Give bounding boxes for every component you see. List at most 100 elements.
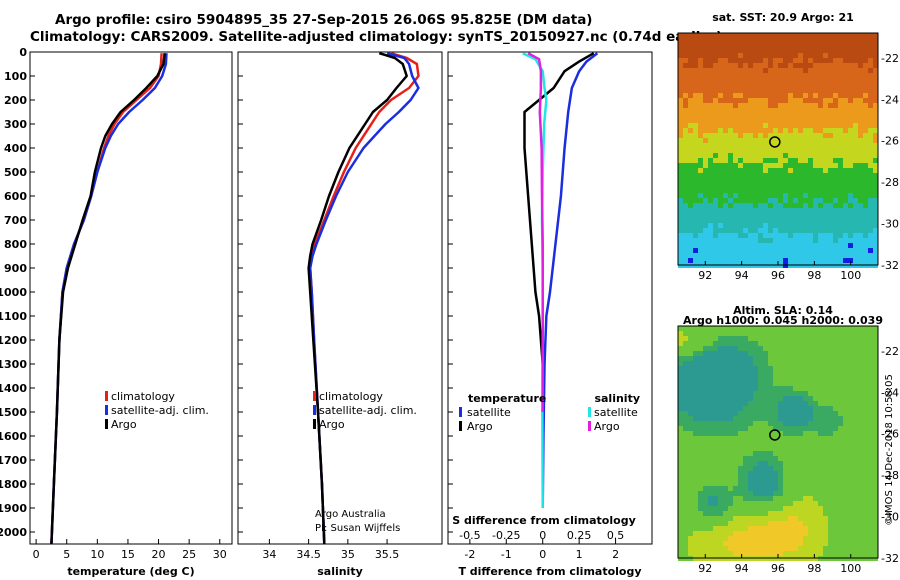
sla_map-cell bbox=[813, 326, 818, 331]
sla_map-cell bbox=[768, 401, 773, 406]
sst_map-cell bbox=[703, 138, 708, 143]
sla_map-cell bbox=[838, 336, 843, 341]
sst_map-cell bbox=[873, 258, 878, 263]
sla_map-cell bbox=[798, 346, 803, 351]
sla_map-cell bbox=[733, 491, 738, 496]
sst_map-cell bbox=[848, 33, 853, 38]
sla_map-cell bbox=[693, 506, 698, 511]
sst_map-cell bbox=[713, 33, 718, 38]
sst_map-cell bbox=[693, 108, 698, 113]
sst_map-cell bbox=[798, 168, 803, 173]
sst_map-cell bbox=[853, 213, 858, 218]
sla_map-cell bbox=[678, 551, 683, 556]
sla_map-cell bbox=[863, 391, 868, 396]
differences-x-tick-label: -2 bbox=[464, 548, 475, 561]
sst_map-cell bbox=[818, 228, 823, 233]
sst_map-cell bbox=[858, 213, 863, 218]
sla_map-cell bbox=[678, 401, 683, 406]
sst_map-cell bbox=[718, 238, 723, 243]
sla_map-cell bbox=[843, 346, 848, 351]
sst_map-cell bbox=[758, 168, 763, 173]
temperature-x-tick-label: 20 bbox=[152, 548, 166, 561]
sst_map-cell bbox=[813, 193, 818, 198]
temperature-x-tick-label: 0 bbox=[33, 548, 40, 561]
sst_map-cell bbox=[753, 248, 758, 253]
sla_map-cell bbox=[813, 416, 818, 421]
sst_map-cell bbox=[818, 253, 823, 258]
sst_map-cell bbox=[768, 193, 773, 198]
sla_map-cell bbox=[868, 461, 873, 466]
sla_map-cell bbox=[813, 516, 818, 521]
sla_map-cell bbox=[828, 346, 833, 351]
sla_map-cell bbox=[703, 386, 708, 391]
sla_map-cell bbox=[828, 511, 833, 516]
sla_map-cell bbox=[693, 436, 698, 441]
sst_map-cell bbox=[753, 73, 758, 78]
sst_map-cell bbox=[818, 258, 823, 263]
sst_map-cell bbox=[758, 78, 763, 83]
sla_map-cell bbox=[838, 441, 843, 446]
sst_map-cell bbox=[858, 233, 863, 238]
sst_map-cell bbox=[778, 108, 783, 113]
sla_map-cell bbox=[713, 376, 718, 381]
sst_map-cell bbox=[753, 68, 758, 73]
sla_map-cell bbox=[758, 401, 763, 406]
sst_map-cell bbox=[798, 108, 803, 113]
sst_map-cell bbox=[768, 78, 773, 83]
sla_map-cell bbox=[698, 461, 703, 466]
sst_map-cell bbox=[818, 218, 823, 223]
sla_map-cell bbox=[728, 456, 733, 461]
sla_map-cell bbox=[868, 456, 873, 461]
sst_map-cell bbox=[823, 203, 828, 208]
sst_map-cell bbox=[838, 193, 843, 198]
sla_map-cell bbox=[833, 486, 838, 491]
sla_map-cell bbox=[688, 381, 693, 386]
sla_map-cell bbox=[698, 371, 703, 376]
sst_map-cell bbox=[808, 188, 813, 193]
sla_map-cell bbox=[783, 516, 788, 521]
sst_map-cell bbox=[763, 183, 768, 188]
sst_map-cell bbox=[743, 63, 748, 68]
sla_map-cell bbox=[723, 331, 728, 336]
sla_map-cell bbox=[793, 501, 798, 506]
sst_map-cell bbox=[863, 158, 868, 163]
sla_map-cell bbox=[818, 476, 823, 481]
sst_map-cell bbox=[783, 213, 788, 218]
sla_map-cell bbox=[853, 426, 858, 431]
sst_map-cell bbox=[853, 38, 858, 43]
sla_map-cell bbox=[843, 496, 848, 501]
sla_map-cell bbox=[803, 376, 808, 381]
sst_map-cell bbox=[798, 93, 803, 98]
sst_map-cell bbox=[793, 178, 798, 183]
sla_map-cell bbox=[818, 381, 823, 386]
sla_map-cell bbox=[793, 546, 798, 551]
sst_map-cell bbox=[678, 198, 683, 203]
sst_map-cell bbox=[838, 103, 843, 108]
sst_map-cell bbox=[793, 173, 798, 178]
sst_map-cell bbox=[823, 223, 828, 228]
sst_map-cell bbox=[758, 203, 763, 208]
sla_map-cell bbox=[778, 551, 783, 556]
sst_map-cell bbox=[778, 93, 783, 98]
sst_map-cell bbox=[728, 68, 733, 73]
sst_map-cell bbox=[718, 188, 723, 193]
sst_map-cell bbox=[738, 203, 743, 208]
sla_map-cell bbox=[838, 331, 843, 336]
sla_map-cell bbox=[798, 486, 803, 491]
sla_map-cell bbox=[723, 476, 728, 481]
sst_map-cell bbox=[738, 38, 743, 43]
sla_map-cell bbox=[833, 411, 838, 416]
sla_map-cell bbox=[698, 531, 703, 536]
sla_map-cell bbox=[768, 466, 773, 471]
sst_map-cell bbox=[798, 203, 803, 208]
sst_map-cell bbox=[853, 118, 858, 123]
sst_map-cell bbox=[708, 168, 713, 173]
sla_map-cell bbox=[813, 406, 818, 411]
sst_map-cell bbox=[813, 133, 818, 138]
sst_map-cell bbox=[738, 118, 743, 123]
sst_map-cell bbox=[688, 33, 693, 38]
sst_map-cell bbox=[773, 118, 778, 123]
sst_map-cell bbox=[868, 203, 873, 208]
sst_map-cell bbox=[788, 148, 793, 153]
sla_map-cell bbox=[678, 366, 683, 371]
